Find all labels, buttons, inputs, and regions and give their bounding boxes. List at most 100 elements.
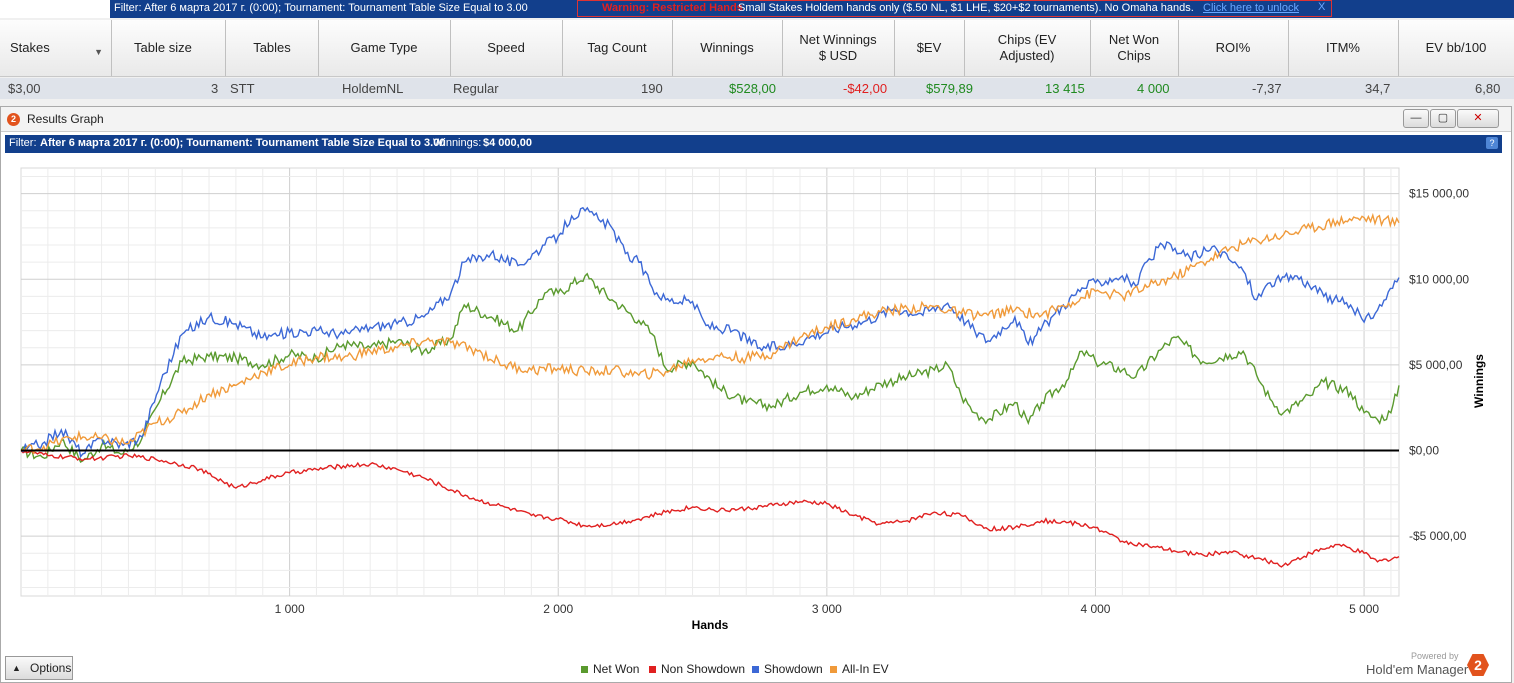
powered-by-text: Powered by: [1411, 651, 1459, 661]
col-header-label: ROI%: [1215, 40, 1251, 55]
cell-tables: STT: [230, 81, 255, 96]
minimize-button[interactable]: —: [1403, 109, 1429, 128]
brand-name: Hold'em Manager: [1366, 662, 1469, 677]
options-label: Options: [30, 661, 72, 675]
y-axis-label: Winnings: [1472, 354, 1486, 408]
series-line-all-in-ev: [20, 212, 1400, 456]
cell-chips-ev: 13 415: [1045, 81, 1085, 96]
cell-ev-bb: 6,80: [1475, 81, 1501, 96]
col-header-itm[interactable]: ITM%: [1288, 20, 1399, 76]
warning-label: Warning: Restricted Hands: [602, 2, 743, 14]
cell-net-winnings: -$42,00: [843, 81, 888, 96]
window-titlebar[interactable]: 2 Results Graph — ▢ ✕: [1, 107, 1511, 132]
results-graph-window: 2 Results Graph — ▢ ✕ Filter: After 6 ма…: [0, 106, 1512, 683]
close-warning-button[interactable]: X: [1318, 1, 1326, 13]
legend-item-non-showdown: Non Showdown: [649, 662, 745, 676]
col-header-label: Stakes: [10, 40, 50, 55]
restriction-text: Small Stakes Holdem hands only ($.50 NL,…: [738, 2, 1194, 14]
grid-lines: [21, 168, 1399, 596]
cell-roi: -7,37: [1252, 81, 1282, 96]
results-chart: 1 000 2 000 3 000 4 000 5 000 $15 000,00 $10 …: [20, 167, 1486, 632]
col-header-label: Table size: [134, 40, 192, 55]
legend-label: Non Showdown: [661, 662, 746, 676]
cell-game-type: HoldemNL: [342, 81, 404, 96]
window-title: Results Graph: [27, 112, 104, 126]
brand-logo-icon: 2: [1467, 654, 1489, 676]
legend-swatch: [752, 666, 759, 673]
legend-label: Showdown: [764, 662, 823, 676]
series-line-net-won: [20, 272, 1400, 463]
cell-sev: $579,89: [926, 81, 973, 96]
col-header-sev[interactable]: $EV: [894, 20, 965, 76]
help-icon[interactable]: ?: [1486, 137, 1498, 149]
col-header-label: Winnings: [700, 40, 754, 55]
unlock-link[interactable]: Click here to unlock: [1203, 2, 1299, 14]
filter-bar-blank: [0, 0, 110, 18]
col-header-net-winnings[interactable]: Net Winnings $ USD: [782, 20, 895, 76]
x-tick-labels: 1 000 2 000 3 000 4 000 5 000: [275, 602, 1380, 616]
col-header-label: EV bb/100: [1425, 40, 1487, 55]
y-tick-labels: $15 000,00 $10 000,00 $5 000,00 $0,00 -$5 00…: [1409, 187, 1469, 543]
legend-swatch: [649, 666, 656, 673]
series-line-showdown: [20, 206, 1400, 459]
col-header-label: Tag Count: [587, 40, 647, 55]
col-header-chips-ev[interactable]: Chips (EV Adjusted): [964, 20, 1091, 76]
col-header-label: Chips (EV Adjusted): [997, 32, 1057, 63]
top-filter-bar: Filter: After 6 марта 2017 г. (0:00); To…: [0, 0, 1514, 18]
sort-arrow-icon[interactable]: ▼: [94, 47, 103, 57]
filter-label: Filter:: [9, 137, 37, 149]
options-button[interactable]: ▲ Options: [5, 656, 73, 680]
col-header-ev-bb[interactable]: EV bb/100: [1398, 20, 1514, 76]
col-header-label: $EV: [916, 40, 942, 55]
x-tick-label: 1 000: [275, 602, 305, 616]
legend-item-showdown: Showdown: [752, 662, 823, 676]
legend-label: Net Won: [593, 662, 640, 676]
col-header-label: Net Winnings $ USD: [799, 32, 877, 63]
x-tick-label: 5 000: [1349, 602, 1379, 616]
col-header-table-size[interactable]: Table size: [112, 20, 226, 76]
cell-table-size: 3: [211, 81, 219, 96]
top-filter-text: Filter: After 6 марта 2017 г. (0:00); To…: [114, 2, 528, 14]
cell-itm: 34,7: [1365, 81, 1391, 96]
col-header-label: Speed: [487, 40, 525, 55]
col-header-tables[interactable]: Tables: [226, 20, 319, 76]
x-tick-label: 2 000: [543, 602, 573, 616]
col-header-roi[interactable]: ROI%: [1178, 20, 1289, 76]
expand-up-icon: ▲: [12, 663, 21, 673]
col-header-label: Net Won Chips: [1108, 32, 1160, 63]
col-header-label: ITM%: [1326, 40, 1360, 55]
x-tick-label: 4 000: [1080, 602, 1110, 616]
col-header-label: Game Type: [350, 40, 418, 55]
stats-table-header: Stakes ▼ Table size Tables Game Type Spee…: [0, 20, 1514, 77]
warning-box: [577, 0, 1332, 17]
winnings-value: $4 000,00: [483, 137, 532, 149]
graph-filter-text: After 6 марта 2017 г. (0:00); Tournament…: [40, 137, 446, 149]
cell-speed: Regular: [453, 81, 499, 96]
legend-label: All-In EV: [842, 662, 889, 676]
cell-stakes: $3,00: [8, 81, 41, 96]
y-tick-label: $15 000,00: [1409, 187, 1469, 201]
legend-swatch: [581, 666, 588, 673]
cell-winnings: $528,00: [729, 81, 776, 96]
legend-item-net-won: Net Won: [581, 662, 639, 676]
legend-swatch: [830, 666, 837, 673]
x-tick-label: 3 000: [812, 602, 842, 616]
col-header-stakes[interactable]: Stakes ▼: [0, 20, 112, 76]
col-header-label: Tables: [253, 40, 291, 55]
table-row[interactable]: $3,00 3 STT HoldemNL Regular 190 $528,00…: [0, 78, 1514, 99]
col-header-speed[interactable]: Speed: [450, 20, 563, 76]
col-header-tag-count[interactable]: Tag Count: [562, 20, 673, 76]
app-logo-icon: 2: [7, 113, 20, 126]
col-header-winnings[interactable]: Winnings: [672, 20, 783, 76]
series-lines: [20, 206, 1400, 568]
y-tick-label: $0,00: [1409, 443, 1439, 457]
series-line-non-showdown: [20, 449, 1400, 568]
col-header-net-won-chips[interactable]: Net Won Chips: [1090, 20, 1179, 76]
legend-item-allin-ev: All-In EV: [830, 662, 889, 676]
y-tick-label: $10 000,00: [1409, 272, 1469, 286]
col-header-game-type[interactable]: Game Type: [318, 20, 451, 76]
restore-button[interactable]: ▢: [1430, 109, 1456, 128]
close-button[interactable]: ✕: [1457, 109, 1499, 128]
graph-filter-bar: Filter: After 6 марта 2017 г. (0:00); To…: [5, 135, 1502, 153]
cell-net-won-chips: 4 000: [1137, 81, 1170, 96]
